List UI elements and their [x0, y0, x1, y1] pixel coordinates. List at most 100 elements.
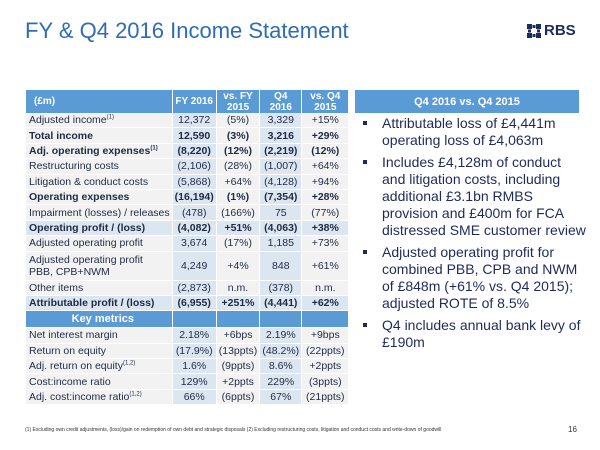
cell-value: 1.6%	[172, 359, 216, 375]
cell-value: (17.9%)	[172, 343, 216, 360]
row-label-text: Adj. operating expenses	[29, 144, 151, 157]
cell-value: (28%)	[216, 159, 260, 175]
row-label: Adjusted operating profit	[26, 236, 172, 252]
cell-value: (4,128)	[260, 174, 302, 190]
cell-value: 129%	[172, 374, 216, 390]
row-label-text: Operating expenses	[29, 191, 130, 204]
bullet-item: Q4 includes annual bank levy of £190m	[356, 317, 586, 351]
cell-value: (5%)	[216, 113, 260, 129]
row-label: Adj. return on equity(1,2)	[26, 359, 172, 375]
cell-value: (12%)	[302, 143, 349, 160]
row-label-text: Litigation & conduct costs	[29, 175, 149, 188]
row-label-text: Restructuring costs	[29, 160, 119, 173]
cell-value: +73%	[302, 236, 349, 252]
row-label: Cost:income ratio	[26, 374, 172, 390]
row-label: Return on equity	[26, 343, 172, 360]
key-metrics-blank-cell	[260, 311, 302, 329]
cell-value: (2,873)	[172, 280, 216, 296]
cell-value: 12,590	[172, 128, 216, 144]
cell-value: +251%	[216, 295, 260, 312]
row-label-text: Net interest margin	[29, 329, 118, 342]
cell-value: (21ppts)	[302, 389, 349, 406]
cell-value: (478)	[172, 205, 216, 221]
cell-value: 2.18%	[172, 328, 216, 344]
table-row: Adj. operating expenses(1) (8,220) (12%) (2…	[26, 143, 349, 160]
bullet-item: Adjusted operating profit for combined P…	[356, 244, 586, 312]
table-row: Adj. cost:income ratio(1,2) 66% (6ppts) 67%…	[26, 389, 349, 406]
cell-value: 75	[260, 205, 302, 221]
cell-value: 4,249	[172, 251, 216, 281]
cell-value: 66%	[172, 389, 216, 406]
income-statement-table: (£m) FY 2016 vs. FY 2015 Q4 2016 vs. Q4 …	[25, 90, 349, 406]
cell-value: (5,868)	[172, 174, 216, 190]
table-row: Other items (2,873) n.m. (378) n.m.	[26, 280, 349, 296]
row-label: Adj. cost:income ratio(1,2)	[26, 389, 172, 406]
cell-value: (3ppts)	[302, 374, 349, 390]
cell-value: (7,354)	[260, 189, 302, 206]
cell-value: (12%)	[216, 143, 260, 160]
cell-value: 2.19%	[260, 328, 302, 344]
cell-value: +29%	[302, 128, 349, 144]
cell-value: +38%	[302, 220, 349, 237]
table-row: Adjusted operating profit PBB, CPB+NWM 4,…	[26, 251, 349, 281]
row-label: Net interest margin	[26, 328, 172, 344]
page-title: FY & Q4 2016 Income Statement	[25, 18, 349, 43]
table-row: Operating profit / (loss) (4,082) +51% (4,0…	[26, 220, 349, 237]
row-label: Adj. operating expenses(1)	[26, 143, 172, 160]
cell-value: (4,063)	[260, 220, 302, 237]
row-label: Total income	[26, 128, 172, 144]
cell-value: 1,185	[260, 236, 302, 252]
rbs-logo: RBS	[527, 22, 576, 39]
key-metrics-blank-cell	[302, 311, 349, 329]
bullet-item: Includes £4,128m of conduct and litigati…	[356, 154, 586, 239]
cell-value: (6ppts)	[216, 389, 260, 406]
table-row: Total income 12,590 (3%) 3,216 +29%	[26, 128, 349, 144]
cell-value: +61%	[302, 251, 349, 281]
row-label: Other items	[26, 280, 172, 296]
table-row: Return on equity (17.9%) (13ppts) (48.2%) (2…	[26, 343, 349, 360]
row-label-text: Adjusted operating profit	[29, 237, 143, 250]
row-label-text: Attributable profit / (loss)	[29, 297, 155, 310]
row-label: Restructuring costs	[26, 159, 172, 175]
cell-value: +6bps	[216, 328, 260, 344]
header-vs-q42015: vs. Q4 2015	[302, 90, 349, 113]
table-row: Adj. return on equity(1,2) 1.6% (9ppts) 8.6…	[26, 359, 349, 375]
cell-value: 3,674	[172, 236, 216, 252]
table-row: Cost:income ratio 129% +2ppts 229% (3ppts)	[26, 374, 349, 390]
row-label-text: Other items	[29, 281, 84, 294]
footnote-ref: (1,2)	[129, 391, 142, 398]
cell-value: (166%)	[216, 205, 260, 221]
table-row: Restructuring costs (2,106) (28%) (1,007) +6…	[26, 159, 349, 175]
table-row: Impairment (losses) / releases (478) (166%…	[26, 205, 349, 221]
cell-value: 848	[260, 251, 302, 281]
cell-value: (378)	[260, 280, 302, 296]
footnote: (1) Excluding own credit adjustments, (l…	[25, 427, 442, 433]
table-row: Litigation & conduct costs (5,868) +64% (4,…	[26, 174, 349, 190]
cell-value: (17%)	[216, 236, 260, 252]
row-label-text: Return on equity	[29, 344, 107, 357]
row-label: Litigation & conduct costs	[26, 174, 172, 190]
cell-value: (6,955)	[172, 295, 216, 312]
cell-value: +9bps	[302, 328, 349, 344]
cell-value: (1,007)	[260, 159, 302, 175]
cell-value: +15%	[302, 113, 349, 129]
row-label-text: Adj. cost:income ratio	[29, 391, 130, 404]
cell-value: (48.2%)	[260, 343, 302, 360]
header-label: (£m)	[26, 90, 172, 113]
footnote-ref: (1)	[150, 145, 158, 152]
header-vs-fy2015: vs. FY 2015	[216, 90, 260, 113]
commentary-bullets: Attributable loss of £4,441m operating l…	[356, 115, 586, 356]
cell-value: (9ppts)	[216, 359, 260, 375]
row-label-text: Adj. return on equity	[29, 360, 123, 373]
cell-value: +28%	[302, 189, 349, 206]
logo-text: RBS	[544, 22, 576, 39]
cell-value: +2ppts	[302, 359, 349, 375]
row-label: Operating expenses	[26, 189, 172, 206]
row-label-text: Operating profit / (loss)	[29, 221, 146, 234]
key-metrics-blank-cell	[172, 311, 216, 329]
row-label-text: Adjusted operating profit PBB, CPB+NWM	[29, 253, 143, 278]
row-label: Adjusted income(1)	[26, 113, 172, 129]
table-row: Attributable profit / (loss) (6,955) +251%…	[26, 295, 349, 312]
cell-value: n.m.	[216, 280, 260, 296]
row-label-text: Adjusted income	[29, 114, 107, 127]
